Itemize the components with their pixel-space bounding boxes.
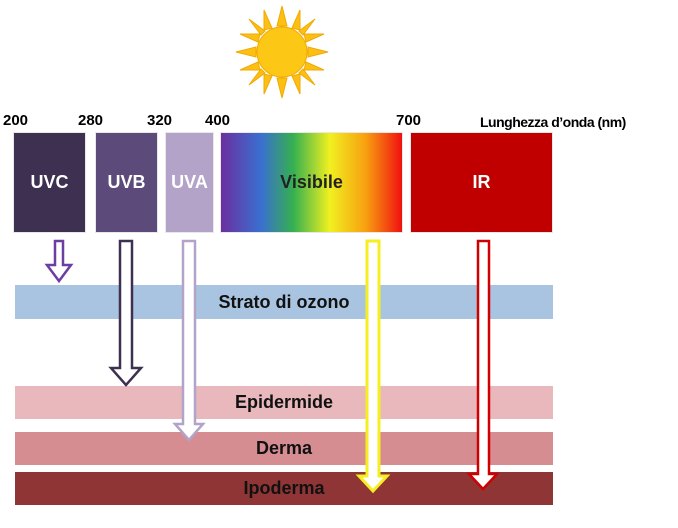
layer-ozone: Strato di ozono xyxy=(15,285,553,319)
band-uvc: UVC xyxy=(13,132,86,233)
arrow-uvc xyxy=(44,239,74,284)
layer-dermis: Derma xyxy=(15,432,553,465)
wavelength-axis-label: Lunghezza d’onda (nm) xyxy=(480,114,626,130)
layer-hypodermis: Ipoderma xyxy=(15,472,553,505)
band-ir: IR xyxy=(410,132,553,233)
sun-icon xyxy=(235,5,329,99)
arrow-uvb xyxy=(108,239,144,387)
wavelength-label-700: 700 xyxy=(396,112,422,129)
arrow-ir xyxy=(466,239,500,491)
wavelength-label-400: 400 xyxy=(205,112,231,129)
band-uva: UVA xyxy=(165,132,214,233)
wavelength-label-200: 200 xyxy=(3,112,29,129)
wavelength-label-320: 320 xyxy=(147,112,173,129)
arrow-visible xyxy=(355,239,391,494)
layer-epidermis: Epidermide xyxy=(15,386,553,419)
arrow-uva xyxy=(172,239,206,442)
wavelength-label-280: 280 xyxy=(78,112,104,129)
band-uvb: UVB xyxy=(95,132,158,233)
band-visible: Visibile xyxy=(220,132,403,233)
